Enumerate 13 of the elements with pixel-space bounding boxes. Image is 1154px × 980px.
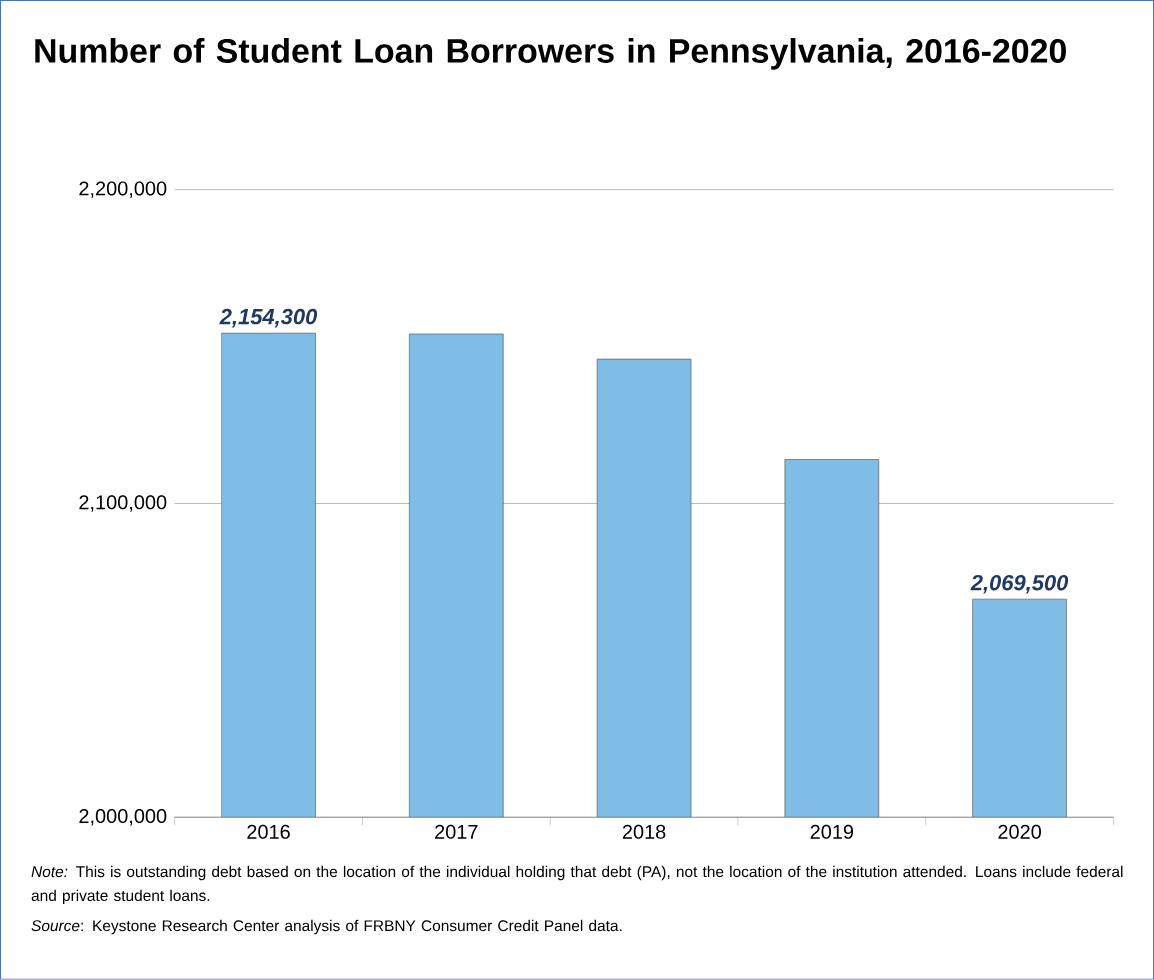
chart-title: Number of Student Loan Borrowers in Pennsylvania, 2016-2020: [35, 38, 1066, 70]
text: Note: This is outstanding debt based on the location of the individual holding that debt (PA), not the location of the institution attended. Loans include federal and private student loans.: [31, 865, 1123, 905]
x-tick-label: 2017: [435, 824, 478, 839]
data-label: 2,069,500: [970, 574, 1069, 594]
x-tick-label: 2020: [998, 824, 1041, 839]
x-tick-label: 2016: [247, 824, 290, 839]
y-tick-label: 2,100,000: [79, 495, 167, 512]
y-tick-label: 2,000,000: [79, 809, 167, 826]
x-tick-label: 2019: [810, 824, 854, 839]
text: Source: Keystone Research Center analysis of FRBNY Consumer Credit Panel data.: [31, 919, 622, 935]
x-tick-label: 2018: [622, 824, 666, 839]
data-label: 2,154,300: [219, 308, 318, 328]
y-tick-label: 2,200,000: [79, 181, 167, 198]
